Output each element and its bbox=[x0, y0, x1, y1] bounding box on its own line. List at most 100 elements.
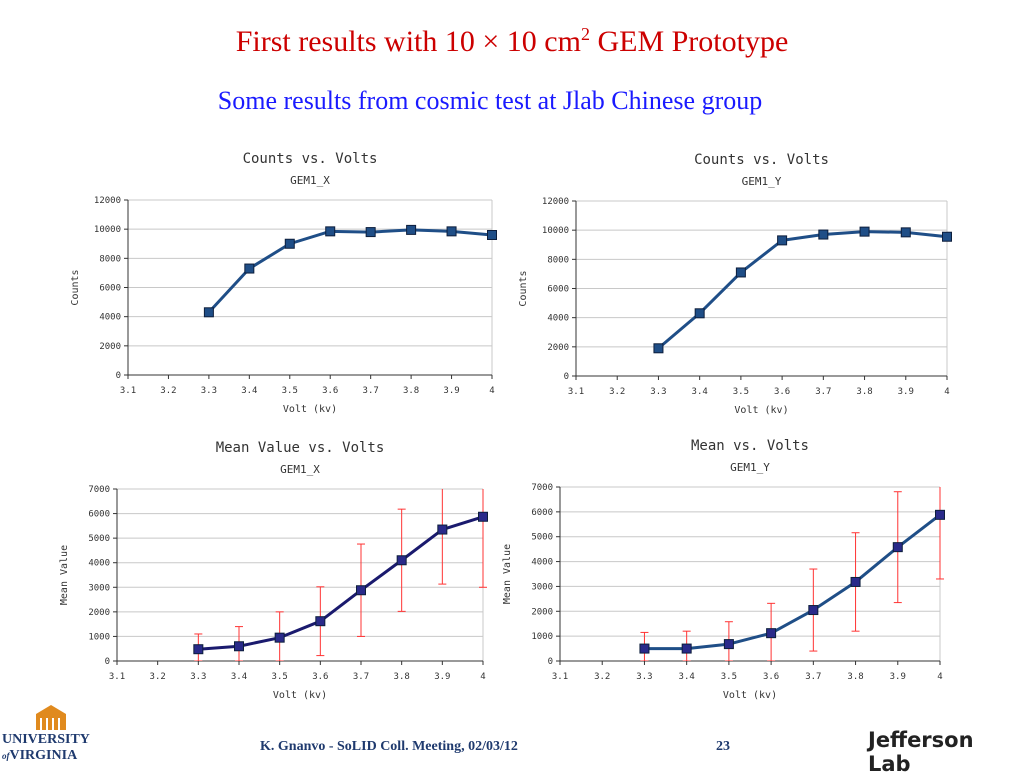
slide-title-superscript: 2 bbox=[580, 24, 590, 44]
y-tick-label: 1000 bbox=[88, 632, 110, 642]
data-point bbox=[653, 343, 664, 354]
x-tick-label: 3.6 bbox=[763, 672, 779, 682]
x-axis-label: Volt (kv) bbox=[734, 405, 788, 416]
x-tick-label: 3.4 bbox=[241, 386, 257, 396]
y-tick-label: 4000 bbox=[531, 558, 553, 568]
chart-title: Mean Value vs. Volts bbox=[216, 440, 385, 456]
data-point bbox=[681, 643, 692, 654]
series-line bbox=[207, 228, 493, 314]
y-tick-label: 2000 bbox=[99, 342, 121, 352]
data-point bbox=[274, 632, 285, 643]
data-point bbox=[766, 628, 777, 639]
data-point bbox=[315, 616, 326, 627]
y-tick-label: 7000 bbox=[531, 483, 553, 493]
y-tick-label: 7000 bbox=[88, 485, 110, 495]
data-point bbox=[365, 227, 376, 238]
data-point bbox=[900, 227, 911, 238]
y-tick-label: 2000 bbox=[531, 607, 553, 617]
y-axis-label: Counts bbox=[518, 270, 529, 306]
x-tick-label: 4 bbox=[944, 387, 949, 397]
y-tick-label: 6000 bbox=[547, 285, 569, 295]
x-tick-label: 3.2 bbox=[609, 387, 625, 397]
x-axis-label: Volt (kv) bbox=[273, 690, 327, 701]
y-axis-label: Mean Value bbox=[502, 544, 513, 604]
y-tick-label: 0 bbox=[564, 372, 569, 382]
data-point bbox=[942, 231, 952, 242]
x-tick-label: 3.4 bbox=[679, 672, 695, 682]
x-tick-label: 3.9 bbox=[890, 672, 906, 682]
x-tick-label: 3.7 bbox=[353, 672, 369, 682]
x-tick-label: 3.2 bbox=[150, 672, 166, 682]
chart-subtitle: GEM1_X bbox=[280, 463, 320, 476]
data-point bbox=[396, 555, 407, 566]
x-tick-label: 3.5 bbox=[272, 672, 288, 682]
page-number: 23 bbox=[716, 739, 730, 754]
chart-svg: Mean vs. Volts GEM1_Y 0 1000 2000 3000 4000 500… bbox=[502, 438, 945, 701]
data-point bbox=[487, 230, 497, 240]
slide-title: First results with 10 × 10 cm2 GEM Proto… bbox=[0, 24, 1024, 59]
data-point bbox=[723, 639, 734, 650]
data-point bbox=[935, 509, 945, 520]
x-tick-label: 3.4 bbox=[231, 672, 247, 682]
chart-title: Counts vs. Volts bbox=[694, 152, 829, 168]
jefferson-lab-logo: Jefferson Lab bbox=[868, 728, 1022, 776]
x-tick-label: 3.4 bbox=[692, 387, 708, 397]
slide-subtitle: Some results from cosmic test at Jlab Ch… bbox=[217, 86, 763, 115]
data-point bbox=[639, 643, 650, 654]
x-tick-label: 3.9 bbox=[434, 672, 450, 682]
x-tick-label: 3.1 bbox=[109, 672, 125, 682]
y-tick-label: 3000 bbox=[531, 582, 553, 592]
y-tick-label: 5000 bbox=[88, 534, 110, 544]
x-tick-label: 3.3 bbox=[636, 672, 652, 682]
slide-title-main: First results with 10 × 10 cm bbox=[235, 25, 581, 58]
chart-counts-gem1-y: Counts vs. Volts GEM1_Y 0 2000 4000 6000 8000 1… bbox=[508, 140, 960, 422]
chart-svg: Mean Value vs. Volts GEM1_X 0 1000 2000 3000 4… bbox=[59, 440, 488, 701]
x-tick-label: 3.7 bbox=[805, 672, 821, 682]
y-tick-label: 8000 bbox=[547, 255, 569, 265]
x-tick-label: 3.3 bbox=[650, 387, 666, 397]
y-tick-label: 3000 bbox=[88, 583, 110, 593]
uva-wordmark-line2: ofVIRGINIA bbox=[2, 748, 78, 763]
x-tick-label: 3.9 bbox=[898, 387, 914, 397]
data-point bbox=[325, 226, 336, 237]
y-tick-label: 12000 bbox=[94, 196, 121, 206]
x-tick-label: 4 bbox=[480, 672, 485, 682]
chart-subtitle: GEM1_X bbox=[290, 174, 330, 187]
x-tick-label: 3.1 bbox=[568, 387, 584, 397]
x-tick-label: 3.5 bbox=[282, 386, 298, 396]
chart-subtitle: GEM1_Y bbox=[742, 175, 782, 188]
series-line bbox=[657, 230, 948, 350]
data-point bbox=[244, 263, 255, 274]
y-tick-label: 12000 bbox=[542, 197, 569, 207]
data-point bbox=[892, 542, 903, 553]
x-tick-label: 3.8 bbox=[394, 672, 410, 682]
x-tick-label: 3.2 bbox=[160, 386, 176, 396]
data-point bbox=[777, 235, 788, 246]
x-tick-label: 3.6 bbox=[312, 672, 328, 682]
y-tick-label: 10000 bbox=[542, 226, 569, 236]
y-tick-label: 10000 bbox=[94, 225, 121, 235]
x-tick-label: 3.8 bbox=[403, 386, 419, 396]
data-point bbox=[818, 229, 829, 240]
x-tick-label: 4 bbox=[937, 672, 942, 682]
y-axis-label: Mean Value bbox=[59, 545, 70, 605]
chart-counts-gem1-x: Counts vs. Volts GEM1_X 0 2000 4000 6000 8000 1… bbox=[60, 140, 510, 422]
chart-title: Mean vs. Volts bbox=[691, 438, 809, 454]
x-tick-label: 3.5 bbox=[733, 387, 749, 397]
data-point bbox=[735, 267, 746, 278]
university-of-virginia-logo: UNIVERSITY ofVIRGINIA bbox=[2, 702, 106, 764]
data-point bbox=[203, 307, 214, 318]
y-tick-label: 4000 bbox=[547, 314, 569, 324]
y-tick-label: 0 bbox=[105, 657, 110, 667]
chart-subtitle: GEM1_Y bbox=[730, 461, 770, 474]
data-point bbox=[694, 308, 705, 319]
x-tick-label: 3.2 bbox=[594, 672, 610, 682]
footer-credit: K. Gnanvo - SoLID Coll. Meeting, 02/03/1… bbox=[260, 739, 518, 754]
y-tick-label: 1000 bbox=[531, 632, 553, 642]
y-tick-label: 0 bbox=[548, 657, 553, 667]
x-tick-label: 3.1 bbox=[120, 386, 136, 396]
chart-svg: Counts vs. Volts GEM1_X 0 2000 4000 6000 8000 1… bbox=[70, 151, 497, 415]
chart-svg: Counts vs. Volts GEM1_Y 0 2000 4000 6000 8000 1… bbox=[518, 152, 952, 416]
x-tick-label: 3.6 bbox=[774, 387, 790, 397]
x-tick-label: 3.3 bbox=[201, 386, 217, 396]
